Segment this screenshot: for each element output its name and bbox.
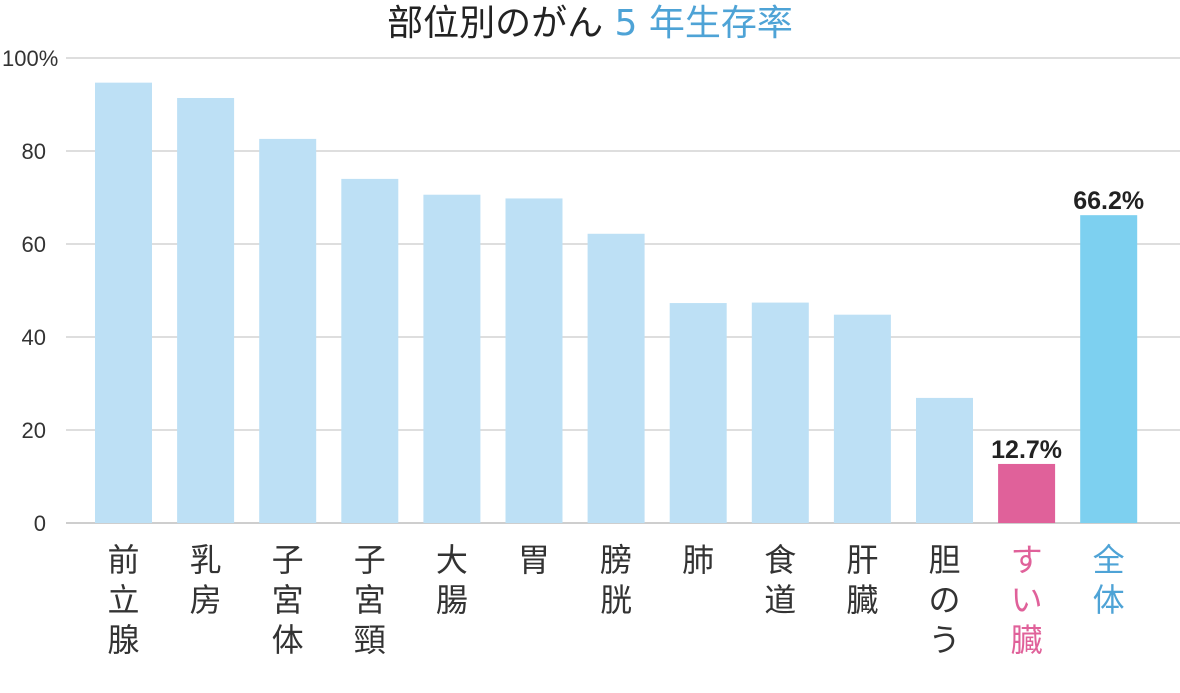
chart-title-main: 部位別のがん <box>387 3 604 44</box>
bar-7 <box>587 233 645 523</box>
category-label-1: 前立腺 <box>107 541 140 659</box>
category-label-2: 乳房 <box>189 541 222 619</box>
category-label-7: 膀胱 <box>600 541 633 619</box>
category-label-10: 肝臓 <box>846 541 879 619</box>
bar-6 <box>505 198 563 523</box>
category-label-3: 子宮体 <box>271 541 304 659</box>
bar-11 <box>916 397 973 523</box>
bar-4 <box>341 178 399 523</box>
chart-title-accent: 5 年生存率 <box>614 3 793 44</box>
category-label-9: 食道 <box>764 541 797 619</box>
data-label-13: 66.2% <box>1073 187 1144 215</box>
bar-9 <box>751 302 809 523</box>
y-tick-label-20: 20 <box>22 418 46 443</box>
bar-13 <box>1080 215 1138 524</box>
category-label-8: 肺 <box>682 541 715 579</box>
y-tick-label-100: 100% <box>2 46 58 71</box>
bar-12 <box>998 463 1056 523</box>
bar-8 <box>669 303 727 523</box>
category-label-6: 胃 <box>517 541 550 579</box>
y-tick-label-0: 0 <box>34 511 46 536</box>
bar-1 <box>95 82 152 524</box>
bar-3 <box>259 138 317 523</box>
data-label-12: 12.7% <box>991 436 1062 464</box>
category-label-5: 大腸 <box>435 541 468 619</box>
category-label-13: 全体 <box>1092 541 1125 619</box>
y-tick-label-40: 40 <box>22 325 46 350</box>
y-tick-label-60: 60 <box>22 232 46 257</box>
bar-10 <box>833 314 891 523</box>
category-label-11: 胆のう <box>928 541 961 659</box>
y-tick-label-80: 80 <box>22 139 46 164</box>
bar-5 <box>423 194 481 523</box>
category-label-12: すい臓 <box>1010 541 1043 659</box>
chart-title: 部位別のがん 5 年生存率 <box>0 0 1180 48</box>
bar-2 <box>177 97 235 524</box>
category-label-4: 子宮頸 <box>353 541 386 659</box>
